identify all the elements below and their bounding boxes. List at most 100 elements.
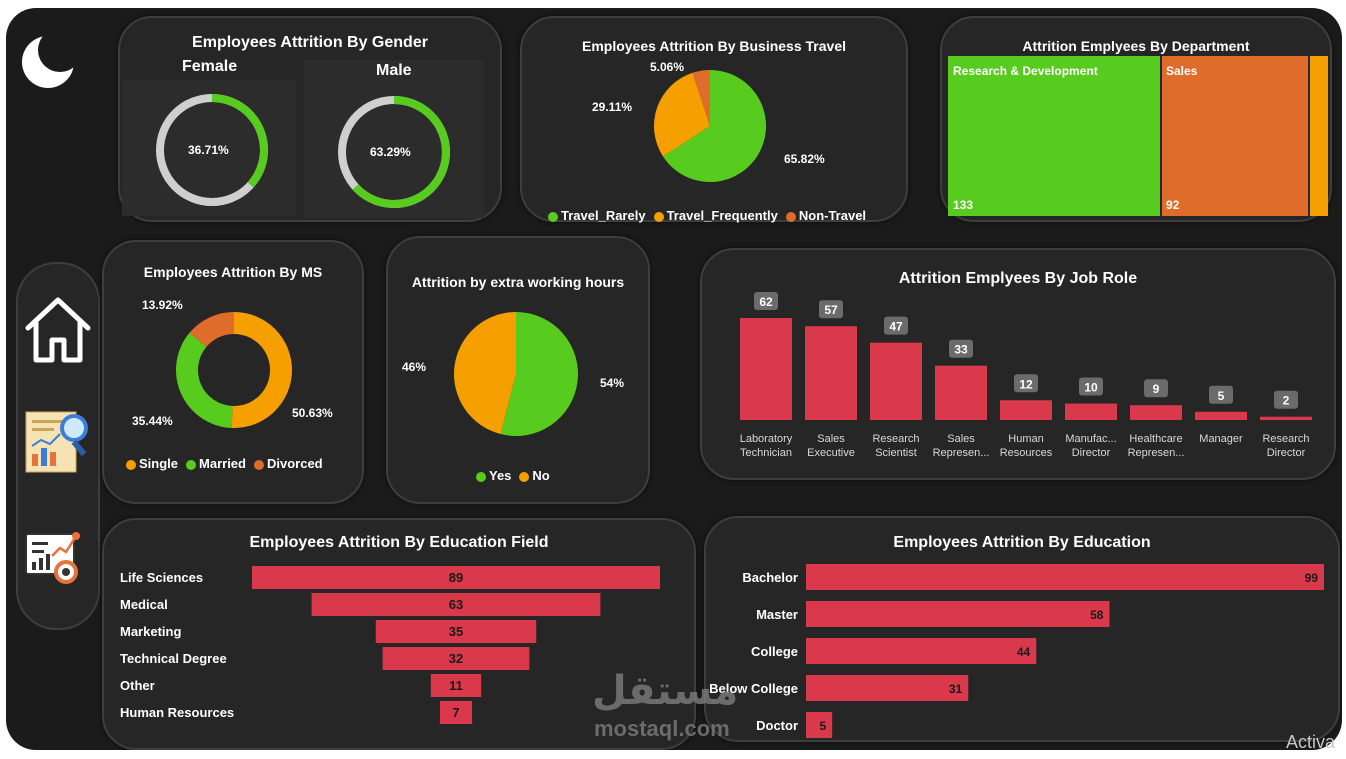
legend-married: Married — [186, 456, 246, 471]
bar-bachelor[interactable] — [806, 564, 1324, 590]
funnel-bar-other[interactable] — [430, 674, 482, 697]
slice-travel-frequently[interactable] — [654, 72, 710, 157]
dashboard-frame: Employees Attrition By Gender Female Mal… — [6, 8, 1342, 750]
tick-label-research-scientist-line2: Scientist — [875, 447, 917, 459]
treemap-other[interactable] — [1310, 56, 1328, 216]
overtime-pie — [453, 312, 578, 436]
tick-label-human-resources: Human — [1008, 433, 1043, 445]
tick-label-research-director-line2: Director — [1267, 447, 1306, 459]
data-label-life-sciences: 89 — [449, 570, 463, 585]
slice-yes[interactable] — [500, 312, 578, 436]
funnel-bar-marketing[interactable] — [375, 620, 537, 643]
data-label-bachelor: 99 — [1305, 571, 1319, 585]
bar-manager[interactable] — [1195, 411, 1247, 420]
data-label-college: 44 — [1017, 645, 1031, 659]
home-icon[interactable] — [22, 294, 94, 366]
overtime-title: Attrition by extra working hours — [411, 274, 625, 290]
sidebar-nav — [16, 262, 100, 630]
gender-card: Employees Attrition By Gender Female Mal… — [118, 16, 502, 222]
category-label-bachelor: Bachelor — [742, 570, 798, 585]
tick-label-human-resources-line2: Resources — [1000, 447, 1053, 459]
slice-non-travel[interactable] — [692, 70, 710, 126]
report-analysis-icon[interactable] — [24, 406, 94, 476]
category-label-doctor: Doctor — [756, 718, 798, 733]
slice-married[interactable] — [176, 332, 233, 428]
category-label-human-resources: Human Resources — [120, 705, 234, 720]
tick-label-sales-representative-line2: Represen... — [933, 447, 990, 459]
overtime-card: Attrition by extra working hours 54% 46%… — [386, 236, 650, 504]
funnel-bar-medical[interactable] — [311, 593, 601, 616]
ms-label-single: 50.63% — [292, 406, 333, 420]
tick-label-manager: Manager — [1199, 433, 1243, 445]
bar-research-scientist[interactable] — [870, 342, 922, 420]
travel-legend: Travel_Rarely Travel_Frequently Non-Trav… — [548, 208, 866, 223]
data-label-research-scientist: 47 — [889, 320, 903, 334]
male-value: 63.29% — [370, 145, 411, 159]
overtime-legend: Yes No — [476, 468, 550, 483]
data-label-human-resources: 12 — [1019, 377, 1033, 391]
treemap-sales-value: 92 — [1166, 198, 1180, 212]
male-panel — [304, 60, 484, 218]
jobrole-card: Attrition Emplyees By Job Role 62 Laborat… — [700, 248, 1336, 480]
legend-no: No — [519, 468, 550, 483]
bar-manufacturing-director[interactable] — [1065, 403, 1117, 420]
legend-yes: Yes — [476, 468, 511, 483]
bar-healthcare-representative[interactable] — [1130, 405, 1182, 420]
dashboard-chart-icon[interactable] — [24, 526, 92, 590]
slice-travel-rarely[interactable] — [663, 70, 766, 182]
jobrole-title: Attrition Emplyees By Job Role — [898, 270, 1138, 287]
overtime-label-no: 46% — [402, 360, 427, 374]
slice-single[interactable] — [231, 312, 293, 428]
department-title: Attrition Emplyees By Department — [1022, 38, 1250, 54]
bar-sales-executive[interactable] — [805, 326, 857, 420]
tick-label-healthcare-representative-line2: Represen... — [1128, 447, 1185, 459]
ring-value-arc[interactable] — [352, 96, 450, 208]
treemap-sales[interactable]: Sales 92 — [1162, 56, 1308, 216]
data-label-box-laboratory-technician — [754, 292, 778, 310]
data-label-healthcare-representative: 9 — [1153, 382, 1160, 396]
category-label-technical-degree: Technical Degree — [120, 651, 227, 666]
moon-icon[interactable] — [16, 28, 80, 92]
data-label-box-research-director — [1274, 390, 1298, 409]
bar-below-college[interactable] — [806, 675, 969, 701]
travel-label-travel-rarely: 65.82% — [784, 152, 825, 166]
ring-value-arc[interactable] — [211, 94, 268, 188]
data-label-box-manager — [1209, 385, 1233, 404]
treemap-rd-label: Research & Development — [953, 64, 1098, 78]
data-label-medical: 63 — [449, 597, 463, 612]
jobrole-bar-chart: 62 Laboratory Technician 57 Sales Executive 47… — [740, 292, 1312, 459]
bar-doctor[interactable] — [806, 712, 833, 738]
ms-label-married: 35.44% — [132, 414, 173, 428]
bar-college[interactable] — [806, 638, 1037, 664]
data-label-technical-degree: 32 — [449, 651, 463, 666]
slice-divorced[interactable] — [189, 312, 234, 347]
travel-label-travel-frequently: 29.11% — [592, 100, 633, 114]
data-label-below-college: 31 — [949, 682, 963, 696]
slice-no[interactable] — [453, 312, 516, 435]
activate-windows-text: Activa — [1286, 732, 1336, 752]
female-ring — [156, 94, 268, 206]
ms-title: Employees Attrition By MS — [143, 264, 323, 280]
bar-research-director[interactable] — [1260, 416, 1312, 420]
funnel-bar-technical-degree[interactable] — [382, 647, 530, 670]
data-label-sales-representative: 33 — [954, 343, 968, 357]
data-label-box-sales-executive — [819, 300, 843, 319]
tick-label-research-scientist: Research — [872, 433, 919, 445]
tick-label-laboratory-technician: Laboratory — [740, 433, 793, 445]
treemap-research-development[interactable]: Research & Development 133 — [948, 56, 1160, 216]
tick-label-laboratory-technician-line2: Technician — [740, 447, 792, 459]
funnel-bar-life-sciences[interactable] — [252, 566, 660, 589]
legend-divorced: Divorced — [253, 456, 323, 471]
watermark-arabic: مستقل — [592, 668, 739, 714]
bar-laboratory-technician[interactable] — [740, 318, 792, 420]
edufield-funnel-chart: Life Sciences 89 Medical 63 Marketing 35 Techn… — [120, 566, 660, 724]
education-bar-chart: Bachelor 99 Master 58 College 44 Below College… — [709, 564, 1324, 738]
bar-human-resources[interactable] — [1000, 400, 1052, 420]
bar-sales-representative[interactable] — [935, 365, 987, 420]
male-label: Male — [376, 62, 412, 79]
male-ring — [338, 96, 450, 208]
funnel-bar-human-resources[interactable] — [439, 701, 473, 724]
travel-card: Employees Attrition By Business Travel 6… — [520, 16, 908, 223]
data-label-manager: 5 — [1218, 389, 1225, 403]
bar-master[interactable] — [806, 601, 1110, 627]
